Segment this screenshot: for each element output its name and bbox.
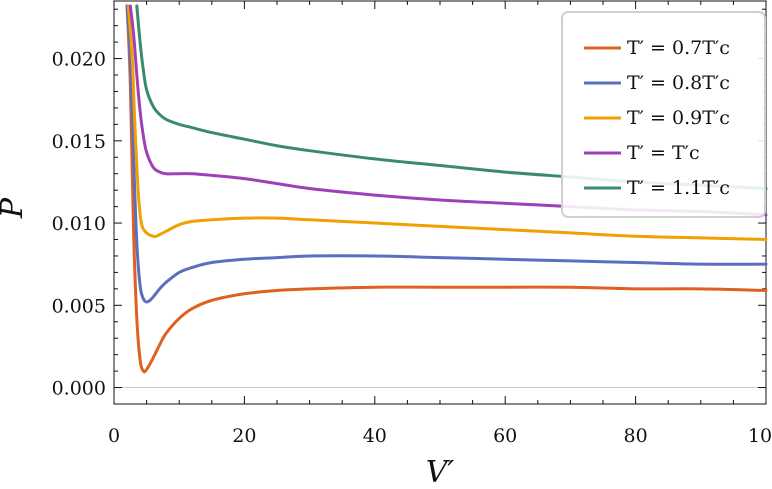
x-tick-label: 20 — [232, 425, 256, 447]
y-tick-label: 0.020 — [52, 49, 106, 71]
tick-labels: 0 20 40 60 80 100 0.000 0.005 0.010 0.015 0.020 — [52, 49, 772, 447]
legend-label-5: T′ = 1.1T′c — [627, 177, 730, 199]
series-layer — [125, 4, 768, 374]
legend-label-4: T′ = T′c — [627, 142, 700, 164]
y-tick-label: 0.000 — [52, 378, 106, 400]
legend-label-1: T′ = 0.7T′c — [627, 37, 730, 59]
legend-label-2: T′ = 0.8T′c — [627, 72, 730, 94]
legend-label-3: T′ = 0.9T′c — [627, 107, 730, 129]
legend-box — [561, 11, 766, 218]
legend: T′ = 0.7T′c T′ = 0.8T′c T′ = 0.9T′c T′ = T′… — [561, 11, 766, 218]
x-tick-label: 100 — [748, 425, 772, 447]
x-tick-label: 60 — [493, 425, 517, 447]
x-axis-title: V′ — [426, 455, 455, 489]
y-axis-title: P — [0, 197, 30, 219]
x-tick-label: 80 — [624, 425, 648, 447]
y-tick-label: 0.010 — [52, 213, 106, 235]
x-tick-label: 40 — [363, 425, 387, 447]
series-line-4 — [128, 4, 768, 217]
x-tick-label: 0 — [108, 425, 120, 447]
series-line-3 — [126, 4, 768, 242]
series-line-2 — [125, 4, 768, 304]
y-tick-label: 0.015 — [52, 131, 106, 153]
series-line-1 — [125, 4, 768, 374]
y-tick-label: 0.005 — [52, 295, 106, 317]
